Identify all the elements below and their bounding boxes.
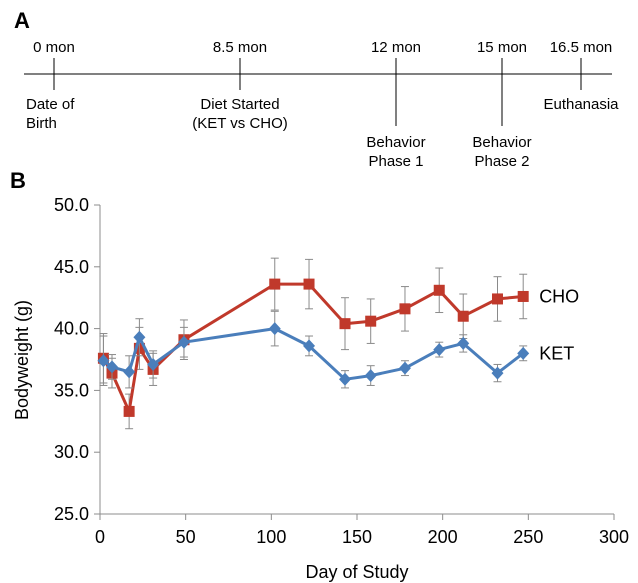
x-tick-label: 50 bbox=[176, 527, 196, 547]
panel-b-letter: B bbox=[10, 168, 26, 193]
data-point bbox=[339, 318, 351, 330]
y-tick-label: 40.0 bbox=[54, 319, 89, 339]
series-label: KET bbox=[539, 343, 574, 363]
data-point bbox=[177, 335, 190, 349]
y-tick-label: 30.0 bbox=[54, 442, 89, 462]
panel-a-letter: A bbox=[14, 8, 30, 33]
y-tick-label: 25.0 bbox=[54, 504, 89, 524]
data-point bbox=[303, 278, 315, 290]
series-cho: CHO bbox=[97, 257, 579, 430]
x-axis-label: Day of Study bbox=[305, 562, 408, 582]
data-point bbox=[399, 303, 411, 315]
x-ticks: 0 50 100 150 200 250 300 bbox=[95, 514, 629, 547]
data-point bbox=[123, 405, 135, 417]
bodyweight-chart: 0 50 100 150 200 250 300 25.0 30.0 35.0 40.0 45.0 5… bbox=[12, 195, 629, 582]
data-point bbox=[365, 315, 377, 327]
x-tick-label: 200 bbox=[428, 527, 458, 547]
data-point bbox=[339, 372, 352, 386]
timeline-event-label: Phase 1 bbox=[368, 153, 423, 170]
timeline-time-label: 15 mon bbox=[477, 39, 527, 56]
data-point bbox=[398, 361, 411, 375]
timeline-event-label: Date of bbox=[26, 96, 75, 113]
timeline-event-label: Diet Started bbox=[200, 96, 279, 113]
data-point bbox=[457, 336, 470, 350]
timeline-time-label: 16.5 mon bbox=[550, 39, 613, 56]
y-tick-label: 35.0 bbox=[54, 380, 89, 400]
x-tick-label: 100 bbox=[256, 527, 286, 547]
y-axis-label: Bodyweight (g) bbox=[12, 300, 32, 420]
x-tick-label: 0 bbox=[95, 527, 105, 547]
series-line bbox=[102, 327, 525, 381]
timeline-event-label: (KET vs CHO) bbox=[192, 115, 288, 132]
timeline-tick-1: 8.5 mon Diet Started (KET vs CHO) bbox=[192, 39, 288, 132]
timeline-tick-2: 12 mon Behavior Phase 1 bbox=[366, 39, 425, 170]
timeline-event-label: Birth bbox=[26, 115, 57, 132]
data-point bbox=[517, 346, 530, 360]
data-point bbox=[123, 365, 136, 379]
timeline-tick-4: 16.5 mon Euthanasia bbox=[543, 39, 619, 113]
timeline-tick-3: 15 mon Behavior Phase 2 bbox=[472, 39, 531, 170]
data-point bbox=[269, 278, 281, 290]
data-point bbox=[364, 369, 377, 383]
series-label: CHO bbox=[539, 286, 579, 306]
timeline-event-label: Behavior bbox=[366, 134, 425, 151]
data-point bbox=[133, 330, 146, 344]
timeline-time-label: 12 mon bbox=[371, 39, 421, 56]
timeline-time-label: 0 mon bbox=[33, 39, 75, 56]
data-point bbox=[491, 293, 503, 305]
data-point bbox=[433, 284, 445, 296]
timeline-event-label: Behavior bbox=[472, 134, 531, 151]
data-point bbox=[147, 357, 160, 371]
data-point bbox=[97, 354, 110, 368]
data-point bbox=[268, 322, 281, 336]
series-ket: KET bbox=[97, 310, 574, 389]
y-tick-label: 45.0 bbox=[54, 257, 89, 277]
y-tick-label: 50.0 bbox=[54, 195, 89, 215]
x-tick-label: 150 bbox=[342, 527, 372, 547]
timeline-tick-0: 0 mon Date of Birth bbox=[26, 39, 75, 132]
data-point bbox=[105, 360, 118, 374]
timeline-time-label: 8.5 mon bbox=[213, 39, 267, 56]
series-layer: CHO KET bbox=[97, 257, 579, 430]
timeline: 0 mon Date of Birth 8.5 mon Diet Started (KET… bbox=[26, 39, 619, 170]
timeline-event-label: Euthanasia bbox=[543, 96, 619, 113]
data-point bbox=[491, 366, 504, 380]
data-point bbox=[457, 310, 469, 322]
data-point bbox=[517, 290, 529, 302]
timeline-event-label: Phase 2 bbox=[474, 153, 529, 170]
data-point bbox=[303, 339, 316, 353]
x-tick-label: 300 bbox=[599, 527, 629, 547]
x-tick-label: 250 bbox=[513, 527, 543, 547]
data-point bbox=[433, 343, 446, 357]
y-ticks: 25.0 30.0 35.0 40.0 45.0 50.0 bbox=[54, 195, 100, 524]
